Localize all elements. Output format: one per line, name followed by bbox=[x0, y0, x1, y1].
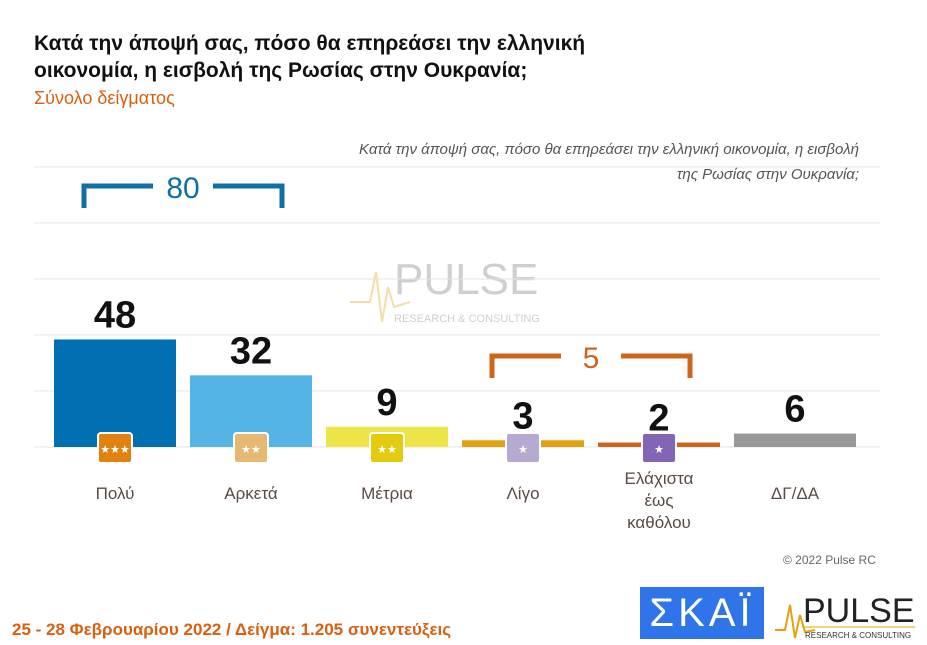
category-label: ΔΓ/ΔΑ bbox=[771, 484, 820, 503]
stars-icon: ★★ bbox=[377, 444, 397, 456]
copyright: © 2022 Pulse RC bbox=[783, 553, 876, 567]
footer-text: 25 - 28 Φεβρουαρίου 2022 / Δείγμα: 1.205… bbox=[12, 620, 452, 639]
data-label: 3 bbox=[512, 395, 533, 437]
category-label: Πολύ bbox=[96, 484, 135, 503]
data-label: 9 bbox=[376, 382, 397, 424]
category-label: καθόλου bbox=[627, 513, 691, 532]
stars-icon bbox=[97, 432, 133, 464]
data-label: 6 bbox=[784, 389, 805, 431]
pulse-logo: PULSE RESEARCH & CONSULTING bbox=[775, 592, 915, 640]
category-label: Ελάχιστα bbox=[625, 469, 694, 488]
category-label: Μέτρια bbox=[361, 484, 413, 503]
stars-icon bbox=[369, 432, 405, 464]
bracket bbox=[81, 183, 285, 208]
category-label: έως bbox=[644, 491, 673, 510]
stars-icon bbox=[641, 432, 677, 464]
stars-icon: ★★ bbox=[241, 444, 261, 456]
data-label: 2 bbox=[648, 398, 669, 440]
bar bbox=[734, 433, 856, 447]
bracket-label: 80 bbox=[166, 172, 199, 205]
stars-icon: ★★★ bbox=[100, 444, 130, 456]
question-text: Κατά την άποψή σας, πόσο θα επηρεάσει τη… bbox=[359, 141, 859, 183]
chart-title: Κατά την άποψή σας, πόσο θα επηρεάσει τη… bbox=[34, 32, 586, 82]
stars-icon: ★ bbox=[654, 444, 664, 456]
bracket bbox=[489, 353, 693, 378]
stars-icon: ★ bbox=[518, 444, 528, 456]
stars-icon bbox=[505, 432, 541, 464]
svg-text:RESEARCH & CONSULTING: RESEARCH & CONSULTING bbox=[394, 313, 540, 325]
bracket-label: 5 bbox=[583, 342, 600, 375]
data-label: 48 bbox=[94, 294, 136, 336]
svg-text:PULSE: PULSE bbox=[803, 592, 915, 630]
bar bbox=[54, 339, 176, 447]
data-label: 32 bbox=[230, 330, 272, 372]
stars-icon bbox=[233, 432, 269, 464]
category-label: Λίγο bbox=[506, 484, 539, 503]
skai-logo: ΣΚΑΪ bbox=[640, 587, 764, 639]
chart-subtitle: Σύνολο δείγματος bbox=[34, 88, 175, 108]
category-label: Αρκετά bbox=[224, 484, 278, 503]
svg-text:RESEARCH & CONSULTING: RESEARCH & CONSULTING bbox=[805, 631, 911, 640]
